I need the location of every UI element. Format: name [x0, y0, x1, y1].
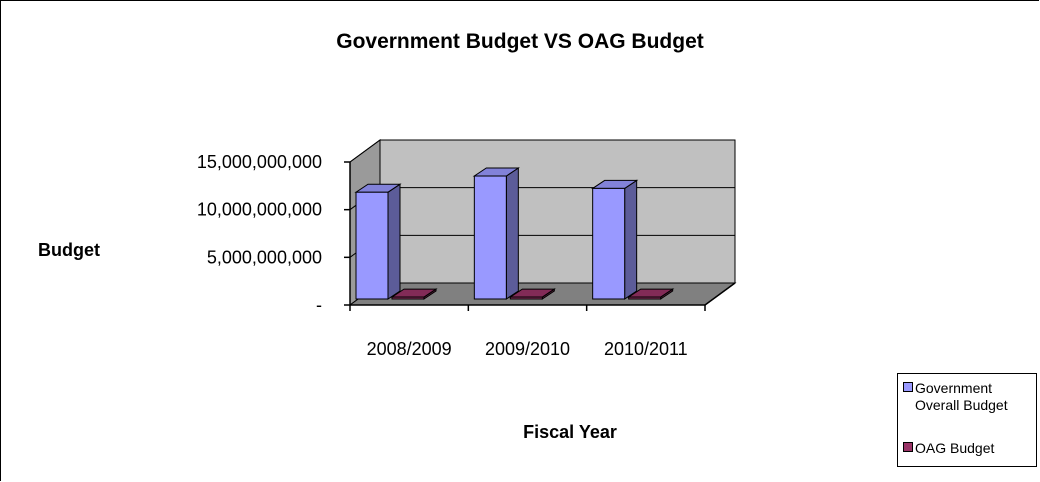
y-tick-label-3: 15,000,000,000: [197, 152, 322, 172]
bar-government-2: [592, 187, 626, 300]
y-tick-label-0: -: [316, 295, 322, 315]
legend-swatch-oag: [903, 442, 913, 452]
x-tick-label-2: 2010/2011: [604, 339, 688, 359]
bar-oag-1: [509, 296, 543, 300]
legend-label-government: Government Overall Budget: [915, 380, 1008, 413]
chart-legend: Government Overall Budget OAG Budget: [897, 373, 1037, 467]
chart-title: Government Budget VS OAG Budget: [336, 30, 704, 53]
x-axis-depth-line: [704, 282, 736, 306]
legend-label-oag: OAG Budget: [915, 440, 995, 456]
gridline-side-3: [349, 139, 381, 163]
bar-government-1-side: [505, 167, 519, 300]
bar-oag-0: [391, 296, 425, 300]
bar-government-0: [355, 191, 389, 300]
bar-government-2-side: [624, 179, 638, 300]
legend-swatch-government: [903, 382, 913, 392]
x-axis-label: Fiscal Year: [523, 422, 617, 442]
bar-government-0-side: [387, 183, 401, 300]
back-wall: [379, 139, 736, 284]
legend-item-oag: OAG Budget: [903, 440, 1033, 457]
y-axis-label: Budget: [38, 240, 100, 260]
bar-government-1: [473, 175, 507, 300]
bar-oag-2: [628, 296, 662, 300]
legend-item-government: Government Overall Budget: [903, 380, 1033, 414]
y-tick-label-1: 5,000,000,000: [207, 247, 322, 267]
x-tick-label-0: 2008/2009: [367, 339, 452, 359]
x-tick-label-1: 2009/2010: [485, 339, 570, 359]
y-tick-label-2: 10,000,000,000: [197, 200, 322, 220]
